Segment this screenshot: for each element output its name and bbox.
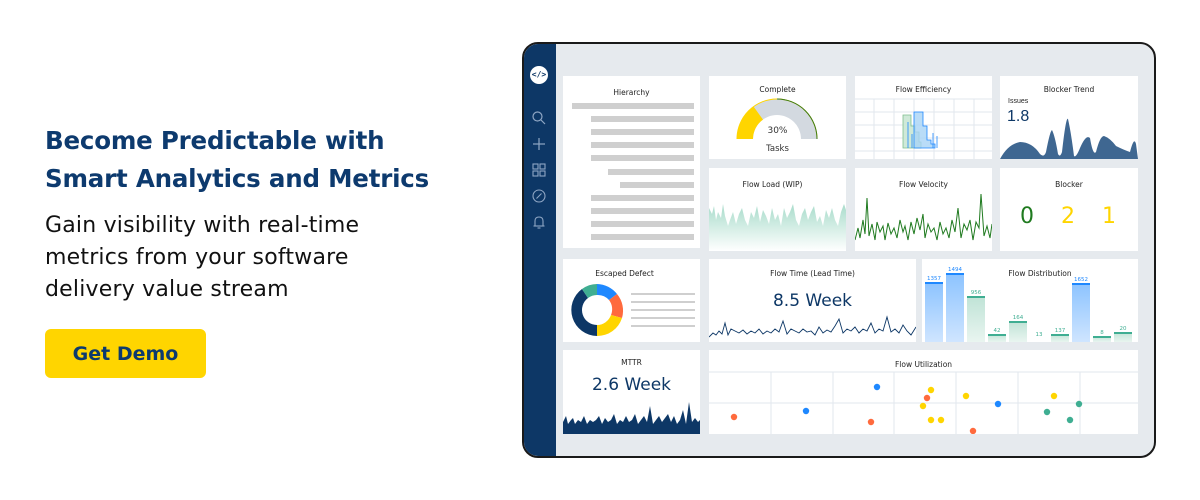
flow-efficiency-title: Flow Efficiency: [895, 85, 952, 94]
flow-efficiency-chart: [855, 98, 992, 159]
flow-load-title: Flow Load (WIP): [742, 180, 803, 189]
hero-title: Become Predictable with Smart Analytics …: [45, 122, 505, 198]
svg-text:8: 8: [1100, 330, 1104, 336]
flow-velocity-title: Flow Velocity: [899, 180, 948, 189]
svg-text:42: 42: [994, 328, 1001, 334]
escaped-defect-title: Escaped Defect: [595, 269, 654, 278]
flow-distribution-title: Flow Distribution: [1008, 269, 1072, 278]
flow-utilization-chart: [709, 371, 1138, 434]
mttr-value: 2.6 Week: [591, 375, 671, 395]
svg-text:1652: 1652: [1074, 277, 1088, 283]
complete-title: Complete: [759, 85, 796, 94]
flow-velocity-chart: [855, 193, 992, 241]
bell-icon[interactable]: [531, 214, 547, 230]
svg-text:1357: 1357: [927, 276, 941, 282]
search-icon[interactable]: [531, 110, 547, 126]
svg-text:20: 20: [1120, 326, 1127, 332]
blocker-value-yellow-2: 1: [1102, 204, 1116, 229]
escaped-defect-donut: [571, 284, 695, 337]
blocker-trend-label: Issues: [1008, 98, 1029, 105]
compass-icon[interactable]: [531, 188, 547, 204]
flow-utilization-title: Flow Utilization: [894, 360, 953, 369]
complete-gauge: [736, 98, 818, 140]
flow-time-title: Flow Time (Lead Time): [770, 269, 855, 278]
escaped-defect-card[interactable]: Escaped Defect: [563, 259, 700, 342]
flow-velocity-card[interactable]: Flow Velocity: [855, 168, 992, 251]
blocker-value-yellow: 2: [1061, 204, 1075, 229]
hero-title-line2: Smart Analytics and Metrics: [45, 164, 430, 193]
get-demo-button[interactable]: Get Demo: [45, 329, 206, 378]
complete-card[interactable]: Complete 30% Tasks: [709, 76, 846, 159]
hero-subtitle-line3: delivery value stream: [45, 277, 289, 302]
hierarchy-title: Hierarchy: [613, 88, 650, 97]
blocker-value-green: 0: [1020, 204, 1034, 229]
svg-text:1494: 1494: [948, 267, 962, 273]
complete-label: Tasks: [766, 144, 789, 154]
flow-distribution-card[interactable]: Flow Distribution 1357 1494 956 42 164 1…: [922, 259, 1138, 342]
flow-time-value: 8.5 Week: [772, 291, 852, 311]
blocker-card[interactable]: Blocker 0 2 1: [1000, 168, 1138, 251]
blocker-trend-value: 1.8: [1007, 108, 1030, 125]
svg-text:956: 956: [971, 290, 982, 296]
mttr-card[interactable]: MTTR 2.6 Week: [563, 350, 700, 434]
hero-title-line1: Become Predictable with: [45, 126, 385, 155]
sidebar: </>: [524, 44, 556, 456]
dashboard-preview: </> Hierarchy: [522, 42, 1156, 458]
mttr-chart: [563, 402, 700, 434]
flow-distribution-chart: 1357 1494 956 42 164 13 137 1652 8 20: [925, 267, 1132, 342]
flow-efficiency-card[interactable]: Flow Efficiency: [855, 76, 992, 159]
blocker-trend-title: Blocker Trend: [1043, 85, 1095, 94]
hierarchy-card[interactable]: Hierarchy: [563, 76, 700, 248]
hierarchy-list: [572, 103, 694, 240]
plus-icon[interactable]: [531, 136, 547, 152]
mttr-title: MTTR: [621, 358, 642, 367]
flow-load-chart: [709, 204, 846, 251]
flow-time-chart: [709, 315, 916, 338]
flow-load-card[interactable]: Flow Load (WIP): [709, 168, 846, 251]
logo-icon: </>: [530, 66, 548, 84]
blocker-trend-chart: [1000, 118, 1138, 159]
flow-time-card[interactable]: Flow Time (Lead Time) 8.5 Week: [709, 259, 916, 342]
hero-section: Become Predictable with Smart Analytics …: [45, 122, 505, 306]
hero-subtitle-line1: Gain visibility with real-time: [45, 213, 360, 238]
grid-icon[interactable]: [531, 162, 547, 178]
svg-text:164: 164: [1013, 315, 1024, 321]
hero-subtitle-line2: metrics from your software: [45, 245, 349, 270]
blocker-title: Blocker: [1055, 180, 1083, 189]
svg-text:137: 137: [1055, 328, 1066, 334]
flow-utilization-card[interactable]: Flow Utilization: [709, 350, 1138, 434]
svg-text:13: 13: [1036, 332, 1043, 338]
hero-subtitle: Gain visibility with real-time metrics f…: [45, 210, 505, 306]
complete-percent: 30%: [767, 126, 788, 136]
blocker-trend-card[interactable]: Blocker Trend Issues 1.8: [1000, 76, 1138, 159]
